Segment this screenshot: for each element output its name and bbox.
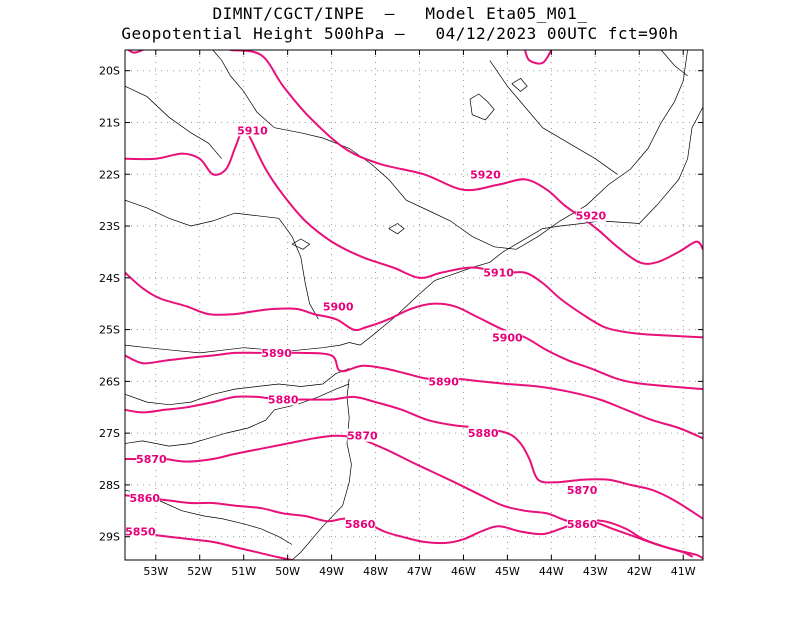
lon-tick-label: 51W [231, 565, 256, 578]
lat-tick-label: 20S [99, 65, 120, 78]
lon-tick-label: 46W [451, 565, 476, 578]
lake-outline [511, 78, 528, 92]
contour-label: 5910 [483, 267, 514, 280]
contour-label: 5920 [470, 168, 501, 181]
contour-label-background [323, 299, 354, 313]
coastline-segment [125, 85, 222, 159]
lon-tick-label: 42W [627, 565, 652, 578]
contour-label-background [125, 524, 156, 538]
lat-tick-label: 21S [99, 116, 120, 129]
coastline-segment [212, 50, 561, 250]
contour-label: 5870 [136, 453, 167, 466]
coastline-segment [660, 50, 688, 77]
lake-outline [469, 93, 495, 121]
contour-line-5920 [524, 50, 553, 65]
lat-tick-label: 26S [99, 375, 120, 388]
contour-labels: 5920 5920 5910 5910 5900 5900 5890 5890 5880 5880… [125, 123, 607, 539]
contour-label-background [261, 345, 292, 359]
contour-label: 5920 [576, 210, 607, 223]
coastline-segment [125, 368, 350, 406]
contour-line-5920 [229, 50, 703, 265]
lon-tick-label: 44W [539, 565, 564, 578]
contour-label: 5860 [567, 518, 598, 531]
lake-outline [388, 223, 405, 235]
contour-line-5880 [125, 395, 703, 520]
contour-label-background [468, 426, 499, 440]
contour-label: 5860 [345, 518, 376, 531]
lon-tick-label: 52W [187, 565, 212, 578]
contour-label: 5870 [567, 484, 598, 497]
lon-tick-label: 50W [275, 565, 300, 578]
lon-tick-label: 53W [143, 565, 168, 578]
contour-line-5910 [125, 126, 703, 339]
lon-tick-label: 41W [671, 565, 696, 578]
lat-tick-label: 22S [99, 168, 120, 181]
contour-label: 5880 [468, 427, 499, 440]
coastline-borders [125, 50, 703, 560]
contour-label: 5890 [428, 375, 459, 388]
contour-label: 5890 [261, 347, 292, 360]
coastline-segment [489, 60, 618, 175]
contour-label-background [347, 428, 378, 442]
lat-tick-label: 28S [99, 479, 120, 492]
contour-label: 5880 [268, 393, 299, 406]
lon-tick-label: 48W [363, 565, 388, 578]
contour-label: 5870 [347, 430, 378, 443]
map-title-line-1: DIMNT/CGCT/INPE – Model Eta05_M01_ [212, 4, 588, 23]
contour-label-background [470, 167, 501, 181]
contour-label-background [237, 123, 268, 137]
lon-tick-label: 47W [407, 565, 432, 578]
contour-label-background [492, 330, 523, 344]
coastline-segment [291, 378, 352, 560]
map-frame [124, 49, 704, 561]
contour-label: 5900 [492, 331, 523, 344]
contour-label-background [136, 452, 167, 466]
contour-label: 5860 [129, 492, 160, 505]
lon-tick-label: 49W [319, 565, 344, 578]
contour-line-5920 [126, 50, 144, 54]
contour-line-5890 [125, 351, 703, 440]
contour-label: 5900 [323, 300, 354, 313]
coastline-segment [559, 50, 688, 222]
contour-label-background [575, 208, 606, 222]
contour-line-5870 [125, 434, 703, 560]
lat-tick-label: 27S [99, 427, 120, 440]
lat-tick-label: 25S [99, 324, 120, 337]
contour-label-background [567, 516, 598, 530]
contour-line-5860 [125, 494, 693, 558]
lat-tick-label: 24S [99, 272, 120, 285]
lat-tick-label: 23S [99, 220, 120, 233]
contour-label-background [345, 516, 376, 530]
lat-lon-grid [125, 50, 703, 560]
lon-tick-label: 43W [583, 565, 608, 578]
lon-tick-label: 45W [495, 565, 520, 578]
contour-label-background [483, 265, 514, 279]
coastline-segment [125, 106, 703, 354]
map-title-line-2: Geopotential Height 500hPa – 04/12/2023 … [121, 24, 679, 43]
contour-label: 5910 [237, 124, 268, 137]
contour-label-background [567, 483, 598, 497]
contour-label: 5850 [125, 526, 156, 539]
lake-outline [291, 238, 311, 250]
coastline-segment [125, 383, 350, 447]
contour-label-background [129, 490, 160, 504]
axis-ticks: 53W 52W 51W 50W 49W 48W 47W 46W 45W 44W 43W 42W 41W 2… [99, 50, 703, 578]
coastline-segment [125, 199, 319, 320]
contour-label-background [428, 374, 459, 388]
contour-line-5900 [125, 271, 703, 391]
contour-label-background [268, 392, 299, 406]
height-contours [125, 50, 703, 560]
lat-tick-label: 29S [99, 531, 120, 544]
